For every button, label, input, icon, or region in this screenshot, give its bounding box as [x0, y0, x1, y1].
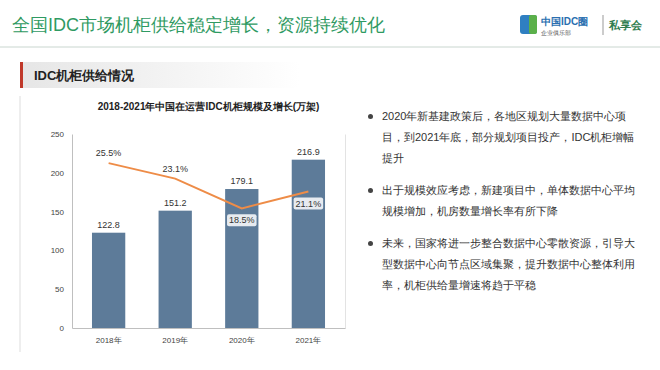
y-tick-label: 150: [51, 208, 65, 217]
bullet-item: 出于规模效应考虑，新建项目中，单体数据中心平均规模增加，机房数量增长率有所下降: [366, 180, 638, 222]
bar: [225, 189, 258, 328]
logo-divider: [603, 15, 604, 35]
x-tick: 2021年: [295, 328, 321, 345]
section-marker: [20, 62, 23, 88]
y-tick-label: 250: [51, 130, 65, 139]
y-tick-label: 200: [51, 169, 65, 178]
growth-line: [109, 163, 309, 208]
y-tick-label: 100: [51, 246, 65, 255]
y-axis-line: [72, 135, 73, 329]
y-tick: 200: [51, 169, 72, 178]
x-tick: 2019年: [162, 328, 188, 345]
y-tick-label: 0: [60, 324, 65, 333]
x-tick-label: 2020年: [229, 336, 255, 345]
data-labels: 122.8 151.2 179.1 216.9 25.5% 23.1% 18.5% 21.1%: [96, 147, 323, 230]
bar: [92, 233, 125, 328]
slide-title: 全国IDC市场机柜供给稳定增长，资源持续优化: [12, 15, 385, 35]
label-patch: [294, 198, 324, 210]
x-tick-label: 2019年: [162, 336, 188, 345]
bullet-text: 出于规模效应考虑，新建项目中，单体数据中心平均规模增加，机房数量增长率有所下降: [382, 184, 635, 217]
logo-text: 中国IDC圈: [541, 16, 588, 27]
logo-subtext: 企业俱乐部: [541, 29, 571, 36]
line-label: 21.1%: [296, 199, 322, 209]
chart-title: 2018-2021年中国在运营IDC机柜规模及增长(万架): [98, 101, 320, 112]
bar-label: 216.9: [297, 147, 320, 157]
bullet-dot: [368, 241, 373, 246]
logo-tag: 私享会: [608, 19, 643, 31]
bullet-list: 2020年新基建政策后，各地区规划大量数据中心项目，到2021年底，部分规划项目…: [366, 106, 638, 307]
x-tick-label: 2018年: [96, 336, 122, 345]
bar-label: 151.2: [164, 198, 187, 208]
x-tick: 2020年: [229, 328, 255, 345]
section-band: [20, 62, 300, 88]
bar-label: 179.1: [231, 176, 254, 186]
plot-marks: [92, 160, 325, 328]
y-axis: 0 50 100 150 200 250: [51, 130, 73, 333]
section-title: IDC机柜供给情况: [34, 68, 135, 83]
line-label: 25.5%: [96, 148, 122, 158]
x-axis-line: [73, 328, 346, 329]
logo-icon: [520, 15, 537, 34]
bullet-text: 未来，国家将进一步整合数据中心零散资源，引导大型数据中心向节点区域集聚，提升数据…: [382, 237, 635, 291]
x-axis: 2018年 2019年 2020年 2021年: [73, 328, 346, 345]
logo-icon-accent: [529, 15, 537, 34]
bullet-dot: [368, 188, 373, 193]
bullet-text: 2020年新基建政策后，各地区规划大量数据中心项目，到2021年底，部分规划项目…: [382, 110, 634, 164]
y-tick: 250: [51, 130, 72, 139]
bar-label: 122.8: [97, 220, 120, 230]
side-rule: [20, 96, 21, 352]
header-rule: [0, 47, 660, 48]
bullet-item: 未来，国家将进一步整合数据中心零散资源，引导大型数据中心向节点区域集聚，提升数据…: [366, 233, 638, 296]
bar: [159, 211, 192, 328]
y-tick: 150: [51, 208, 72, 217]
y-tick: 100: [51, 246, 72, 255]
y2-axis-line: [345, 135, 346, 329]
bar: [292, 160, 325, 328]
label-patch: [227, 214, 257, 226]
bullet-item: 2020年新基建政策后，各地区规划大量数据中心项目，到2021年底，部分规划项目…: [366, 106, 638, 169]
logo: 中国IDC圈企业俱乐部 私享会: [520, 15, 643, 36]
y-tick: 0: [60, 324, 72, 333]
y2-axis: [345, 135, 346, 329]
line-label: 18.5%: [229, 215, 255, 225]
bullet-dot: [368, 114, 373, 119]
x-tick-label: 2021年: [295, 336, 321, 345]
y-tick-label: 50: [55, 285, 64, 294]
x-tick: 2018年: [96, 328, 122, 345]
y-tick: 50: [55, 285, 72, 294]
line-label: 23.1%: [162, 164, 188, 174]
